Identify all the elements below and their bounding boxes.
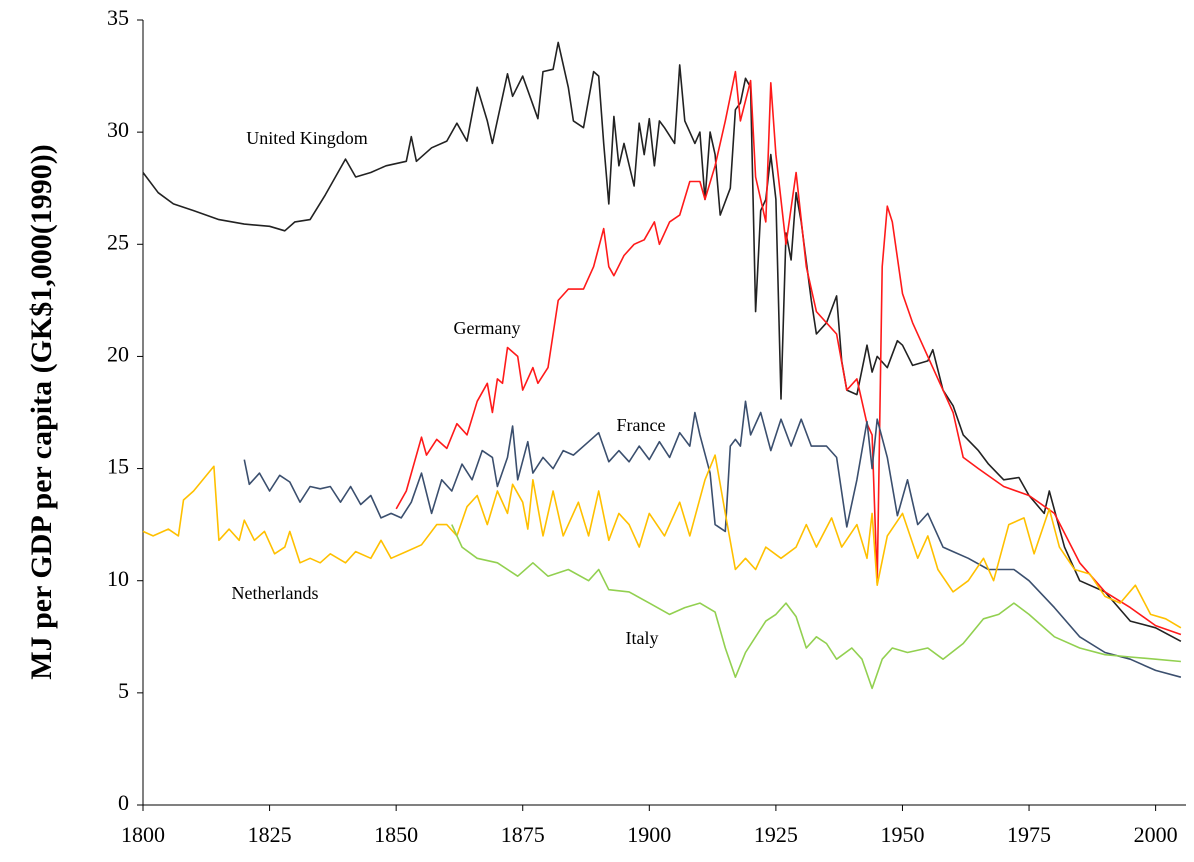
series-line — [451, 524, 1181, 690]
y-tick-label: 30 — [107, 117, 129, 142]
x-tick-label: 1875 — [501, 822, 545, 847]
series-line — [142, 454, 1182, 629]
series-label: Italy — [626, 628, 659, 648]
series-label: France — [617, 415, 666, 435]
series-label: Netherlands — [232, 583, 319, 603]
x-tick-label: 1925 — [754, 822, 798, 847]
x-tick-label: 1825 — [248, 822, 292, 847]
y-tick-label: 0 — [118, 790, 129, 815]
y-tick-label: 5 — [118, 678, 129, 703]
series-label: United Kingdom — [246, 128, 368, 148]
series-line — [395, 70, 1182, 636]
x-tick-label: 1950 — [880, 822, 924, 847]
x-tick-label: 1975 — [1007, 822, 1051, 847]
series-line — [243, 400, 1182, 678]
series-label: Germany — [454, 318, 521, 338]
x-tick-label: 1800 — [121, 822, 165, 847]
x-tick-label: 1900 — [627, 822, 671, 847]
x-tick-label: 2000 — [1134, 822, 1178, 847]
y-tick-label: 35 — [107, 5, 129, 30]
y-tick-label: 10 — [107, 566, 129, 591]
y-tick-label: 20 — [107, 341, 129, 366]
x-tick-label: 1850 — [374, 822, 418, 847]
y-tick-label: 25 — [107, 229, 129, 254]
y-axis-label: MJ per GDP per capita (GK$1,000(1990)) — [25, 144, 58, 680]
series-line — [142, 41, 1182, 643]
y-tick-label: 15 — [107, 454, 129, 479]
